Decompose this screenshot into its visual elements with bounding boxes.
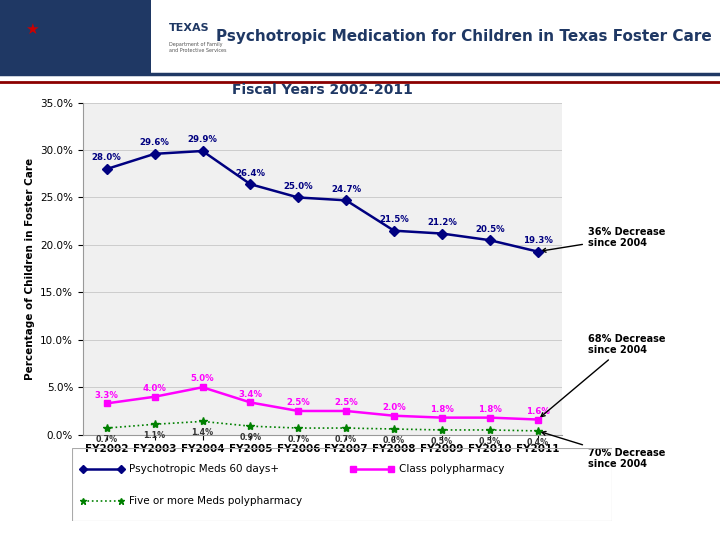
Class polypharmacy: [102, 400, 111, 407]
Text: 1.4%: 1.4%: [192, 428, 214, 437]
Text: 19.3%: 19.3%: [523, 236, 552, 245]
Psychotropic Meds 60 days+: [150, 151, 159, 157]
Class polypharmacy: [150, 394, 159, 400]
Five or more Meds polypharmacy: [102, 425, 111, 431]
Text: Class polypharmacy: Class polypharmacy: [399, 464, 504, 474]
Text: 3.3%: 3.3%: [95, 390, 119, 400]
Text: 68% Decrease
since 2004: 68% Decrease since 2004: [541, 334, 665, 417]
Text: 0.4%: 0.4%: [526, 437, 549, 447]
Text: Psychotropic Meds 60 days+: Psychotropic Meds 60 days+: [129, 464, 279, 474]
Text: 0.5%: 0.5%: [431, 437, 453, 445]
Five or more Meds polypharmacy: [246, 423, 255, 429]
Five or more Meds polypharmacy: [485, 427, 494, 433]
Psychotropic Meds 60 days+: [438, 230, 446, 237]
Five or more Meds polypharmacy: [438, 427, 446, 433]
Five or more Meds polypharmacy: [534, 428, 542, 434]
Text: 70% Decrease
since 2004: 70% Decrease since 2004: [541, 431, 665, 469]
Text: 29.6%: 29.6%: [140, 138, 169, 147]
Text: Five or more Meds polypharmacy: Five or more Meds polypharmacy: [129, 496, 302, 505]
Five or more Meds polypharmacy: [150, 421, 159, 428]
Class polypharmacy: [342, 408, 351, 414]
Class polypharmacy: [485, 414, 494, 421]
Psychotropic Meds 60 days+: [485, 237, 494, 244]
Text: 1.1%: 1.1%: [143, 431, 166, 440]
Psychotropic Meds 60 days+: [102, 166, 111, 172]
Psychotropic Meds 60 days+: [198, 148, 207, 154]
Class polypharmacy: [294, 408, 302, 414]
Text: 20.5%: 20.5%: [475, 225, 505, 233]
Line: Class polypharmacy: Class polypharmacy: [103, 384, 541, 423]
Title: Fiscal Years 2002-2011: Fiscal Years 2002-2011: [232, 83, 413, 97]
Text: 26.4%: 26.4%: [235, 168, 266, 178]
Text: 36% Decrease
since 2004: 36% Decrease since 2004: [542, 227, 665, 252]
Class polypharmacy: [198, 384, 207, 390]
Five or more Meds polypharmacy: [198, 418, 207, 424]
Five or more Meds polypharmacy: [342, 425, 351, 431]
Text: 1.8%: 1.8%: [430, 405, 454, 414]
Text: 0.7%: 0.7%: [287, 435, 310, 444]
Text: Psychotropic Medication for Children in Texas Foster Care: Psychotropic Medication for Children in …: [216, 29, 712, 44]
Text: 0.9%: 0.9%: [239, 433, 261, 442]
Psychotropic Meds 60 days+: [342, 197, 351, 204]
Psychotropic Meds 60 days+: [294, 194, 302, 201]
Text: 29.9%: 29.9%: [188, 136, 217, 144]
Text: 0.7%: 0.7%: [335, 435, 357, 444]
Text: Department of Family
and Protective Services: Department of Family and Protective Serv…: [169, 42, 227, 53]
Text: 21.2%: 21.2%: [427, 218, 456, 227]
Text: 25.0%: 25.0%: [284, 182, 313, 191]
Psychotropic Meds 60 days+: [246, 181, 255, 187]
Five or more Meds polypharmacy: [390, 426, 398, 432]
Bar: [0, 0, 151, 73]
Text: 2.5%: 2.5%: [287, 398, 310, 407]
Five or more Meds polypharmacy: [294, 425, 302, 431]
Text: 21.5%: 21.5%: [379, 215, 409, 224]
Text: 0.7%: 0.7%: [96, 435, 118, 444]
Text: 24.7%: 24.7%: [331, 185, 361, 194]
Text: 5.0%: 5.0%: [191, 374, 215, 383]
Text: 28.0%: 28.0%: [92, 153, 122, 163]
Psychotropic Meds 60 days+: [390, 227, 398, 234]
Text: 2.0%: 2.0%: [382, 403, 406, 412]
Text: 1.8%: 1.8%: [478, 405, 502, 414]
Text: 1.6%: 1.6%: [526, 407, 549, 416]
Text: 4.0%: 4.0%: [143, 384, 166, 393]
Psychotropic Meds 60 days+: [534, 248, 542, 255]
Line: Five or more Meds polypharmacy: Five or more Meds polypharmacy: [102, 417, 542, 435]
Text: 3.4%: 3.4%: [238, 390, 262, 399]
Text: ★: ★: [25, 22, 39, 37]
Y-axis label: Percentage of Children in Foster Care: Percentage of Children in Foster Care: [24, 158, 35, 380]
Class polypharmacy: [246, 399, 255, 406]
Class polypharmacy: [534, 416, 542, 423]
Text: 13: 13: [679, 522, 698, 536]
Class polypharmacy: [438, 414, 446, 421]
Text: 2.5%: 2.5%: [334, 398, 358, 407]
Class polypharmacy: [390, 413, 398, 419]
Line: Psychotropic Meds 60 days+: Psychotropic Meds 60 days+: [103, 147, 541, 255]
Text: TEXAS: TEXAS: [169, 23, 210, 33]
Text: 0.6%: 0.6%: [383, 436, 405, 444]
Text: 0.5%: 0.5%: [479, 437, 501, 445]
